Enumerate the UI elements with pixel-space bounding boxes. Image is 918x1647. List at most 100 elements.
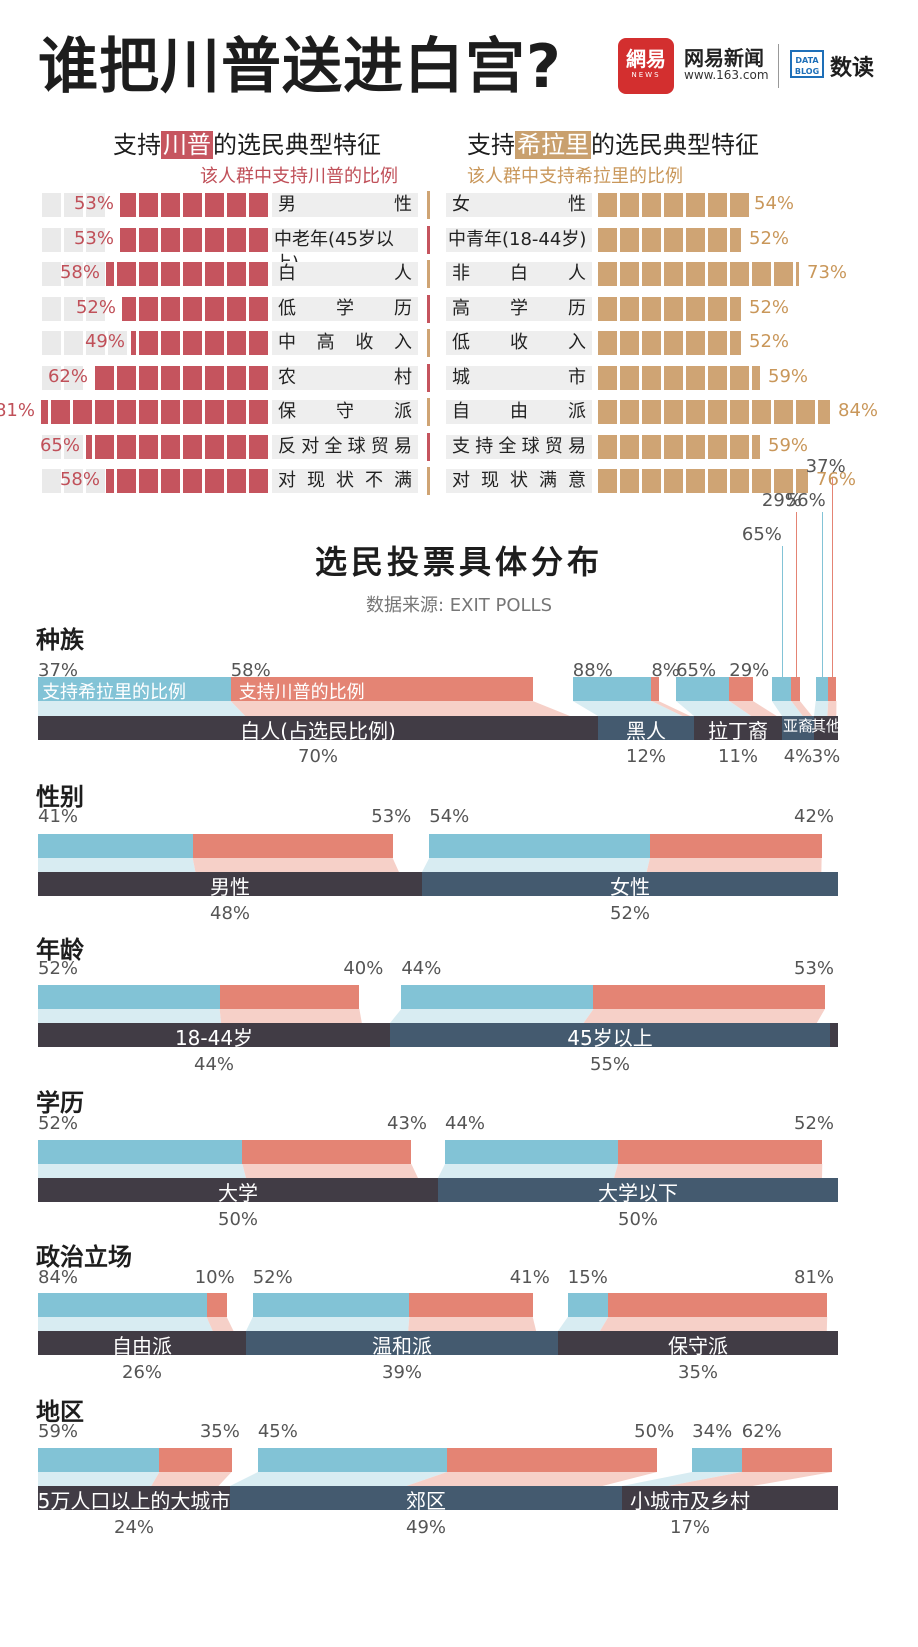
trump-bar-cell [106,469,114,493]
group-label: 郊区 [406,1489,446,1513]
clinton-profile-row: 自 由 派 84% [0,400,918,424]
trump-pct: 42% [794,806,835,827]
trump-bar-cell [227,297,246,321]
clinton-bar-cell [664,228,683,252]
clinton-bar [401,985,594,1009]
char: 白 [278,263,296,284]
clinton-transition [622,1472,742,1486]
trump-bar-cell [249,331,268,355]
group-label: 拉丁裔 [708,719,768,743]
trump-profile-row: 53% 中老年(45岁以上) [0,228,420,274]
trump-bar-cell [95,366,114,390]
clinton-bar-cell [774,262,793,286]
clinton-transition [38,1472,160,1486]
clinton-bar-cell [708,193,727,217]
group-transition [558,1317,828,1331]
bg-cell [42,193,61,217]
trump-bar-cell [205,297,224,321]
bg-cell [64,193,83,217]
clinton-trait-text: 非白人 [446,262,592,286]
trump-pct: 35% [199,1421,240,1442]
trump-pct: 29% [729,660,770,681]
clinton-bar [257,1448,447,1472]
distribution-source: 数据来源: EXIT POLLS [365,595,553,616]
trump-profile-row: 65% 反对全球贸易 [0,435,420,459]
clinton-transition [390,1009,594,1023]
group-label: 小城市及乡村 [630,1489,750,1513]
trump-bar-cell [120,228,136,252]
clinton-bar [38,1293,207,1317]
char: 自 [452,401,470,422]
trump-trait-text: 白人 [272,262,418,286]
clinton-bar-cell [796,469,808,493]
clinton-bar-cell [774,469,793,493]
trump-bar-cell [205,262,224,286]
clinton-bar [38,834,193,858]
bg-cell [42,435,61,459]
trump-pct: 40% [343,958,384,979]
char: 现 [307,470,325,491]
trump-bar-cell [205,366,224,390]
group-transition [390,1009,825,1023]
trump-bar-cell [139,262,158,286]
clinton-bar-cell [664,262,683,286]
trump-pct-label: 49% [84,331,125,352]
trump-bar-cell [86,435,92,459]
trump-bar-cell [205,435,224,459]
trump-profile-row: 81% 保 守 派 [0,400,420,424]
trump-bar [230,677,533,701]
char: 不 [365,470,383,491]
char: 满 [394,470,412,491]
group-base-bar [38,1486,230,1510]
trump-bar-cell [227,228,246,252]
trump-pct: 50% [634,1421,675,1442]
char: 历 [568,298,586,319]
clinton-bar-cell [686,469,705,493]
clinton-bar-cell [796,400,815,424]
clinton-bar-cell [708,297,727,321]
trump-transition [668,1472,833,1486]
bg-cell [86,297,105,321]
trump-transition [729,701,777,716]
clinton-bar-cell [708,331,727,355]
bg-cell [42,469,61,493]
char: 贸 [370,436,389,457]
group-label: 45岁以上 [567,1026,653,1050]
trump-profile-row: 53% 男性 [0,193,420,217]
clinton-pct-label: 59% [768,435,809,456]
char: 派 [568,401,586,422]
char: 意 [568,470,586,491]
trump-trait-text: 中高收入 [272,331,418,355]
clinton-pct-label: 52% [749,297,790,318]
clinton-heading-pre: 支持 [467,131,515,159]
char: 球 [521,436,540,457]
group-base-bar [390,1023,830,1047]
clinton-bar-cell [598,228,617,252]
clinton-bar [38,985,220,1009]
trump-bar-cell [249,297,268,321]
clinton-bar-cell [664,400,683,424]
group-label: 大学以下 [598,1181,678,1205]
trump-bar-cell [227,435,246,459]
category-title: 地区 [36,1398,84,1426]
trump-bar-cell [161,228,180,252]
clinton-transition [38,701,246,716]
trump-bar-cell [139,366,158,390]
clinton-bar-cell [664,331,683,355]
datablog-line2: BLOG [794,67,820,76]
char: 现 [481,470,499,491]
group-share: 17% [669,1517,711,1538]
clinton-transition [676,701,752,716]
trump-trait-text: 反对全球贸易 [272,435,418,459]
clinton-transition [38,1164,246,1178]
trump-bar-cell [227,469,246,493]
trump-bar-cell [161,435,180,459]
group-base-bar [782,716,814,740]
trump-transition [151,1472,232,1486]
trump-pct: 52% [794,1113,835,1134]
group-share: 35% [677,1362,719,1383]
group-label: 白人(占选民比例) [240,719,396,743]
trump-pct: 41% [509,1267,550,1288]
char: 性 [568,194,586,215]
clinton-pct: 52% [38,1113,79,1134]
